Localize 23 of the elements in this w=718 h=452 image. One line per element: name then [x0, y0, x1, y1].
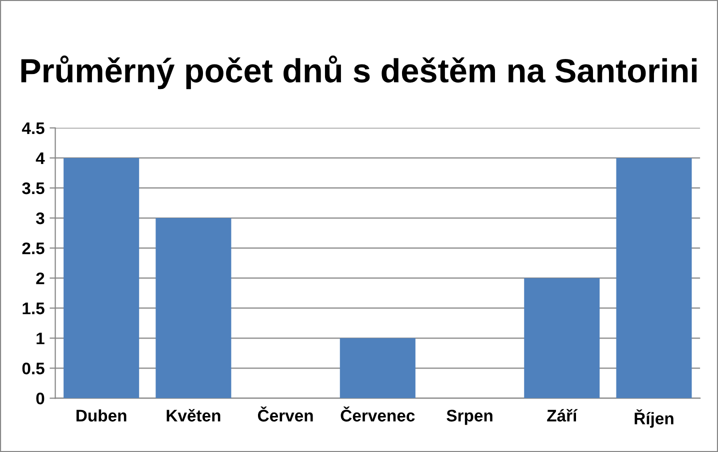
y-tick-label: 1: [36, 332, 44, 344]
bar: [156, 218, 232, 398]
x-tick-label: Říjen: [634, 409, 674, 428]
y-tick-label: 3.5: [22, 182, 44, 194]
y-tick-label: 4.5: [22, 122, 44, 134]
y-tick-label: 0: [36, 392, 44, 404]
y-tick-label: 0.5: [22, 362, 44, 374]
y-tick-label: 2: [36, 272, 44, 284]
bar: [340, 338, 416, 398]
bar: [524, 278, 600, 398]
bar: [64, 158, 140, 398]
x-tick-label: Květen: [166, 408, 220, 422]
x-tick-label: Duben: [76, 409, 126, 422]
y-tick-label: 3: [36, 212, 44, 224]
y-tick-label: 4: [36, 152, 45, 164]
x-tick-label: Červen: [258, 406, 313, 422]
bar: [616, 158, 692, 398]
x-tick-label: Červenec: [340, 406, 415, 422]
x-tick-label: Srpen: [446, 410, 492, 425]
y-tick-label: 2.5: [22, 242, 44, 254]
x-tick-label: Září: [547, 408, 578, 422]
chart-title: Průměrný počet dnů s deštěm na Santorini: [21, 55, 697, 90]
y-tick-label: 1.5: [22, 302, 44, 314]
